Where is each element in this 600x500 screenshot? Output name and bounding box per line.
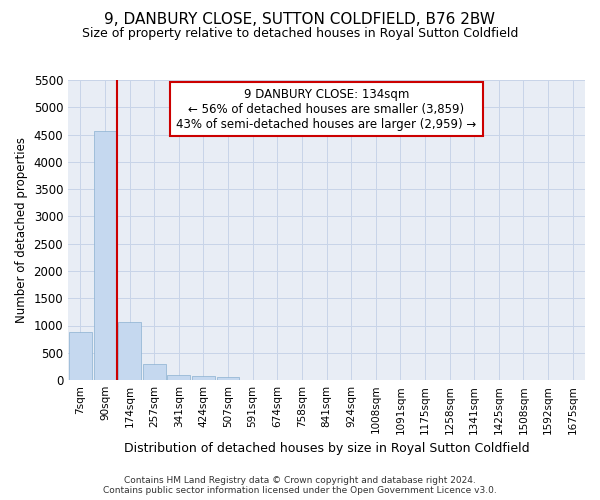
Bar <box>143 364 166 380</box>
Bar <box>217 378 239 380</box>
Text: 9, DANBURY CLOSE, SUTTON COLDFIELD, B76 2BW: 9, DANBURY CLOSE, SUTTON COLDFIELD, B76 … <box>104 12 496 28</box>
Text: Size of property relative to detached houses in Royal Sutton Coldfield: Size of property relative to detached ho… <box>82 28 518 40</box>
Y-axis label: Number of detached properties: Number of detached properties <box>15 137 28 323</box>
Bar <box>94 132 116 380</box>
Bar <box>69 332 92 380</box>
Bar <box>118 322 141 380</box>
Text: 9 DANBURY CLOSE: 134sqm
← 56% of detached houses are smaller (3,859)
43% of semi: 9 DANBURY CLOSE: 134sqm ← 56% of detache… <box>176 88 476 130</box>
X-axis label: Distribution of detached houses by size in Royal Sutton Coldfield: Distribution of detached houses by size … <box>124 442 529 455</box>
Text: Contains public sector information licensed under the Open Government Licence v3: Contains public sector information licen… <box>103 486 497 495</box>
Bar <box>167 375 190 380</box>
Bar <box>192 376 215 380</box>
Text: Contains HM Land Registry data © Crown copyright and database right 2024.: Contains HM Land Registry data © Crown c… <box>124 476 476 485</box>
